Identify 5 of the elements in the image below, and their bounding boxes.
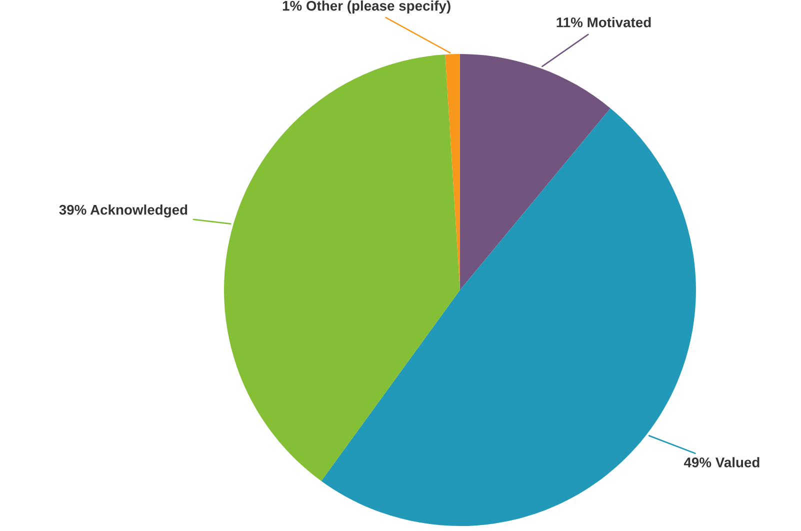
slice-label: 49% Valued — [684, 457, 760, 468]
slice-label: 11% Motivated — [556, 17, 651, 28]
pie-slice — [224, 54, 460, 481]
slice-label: 1% Other (please specify) — [282, 0, 450, 14]
slice-label: 39% Acknowledged — [59, 204, 188, 218]
